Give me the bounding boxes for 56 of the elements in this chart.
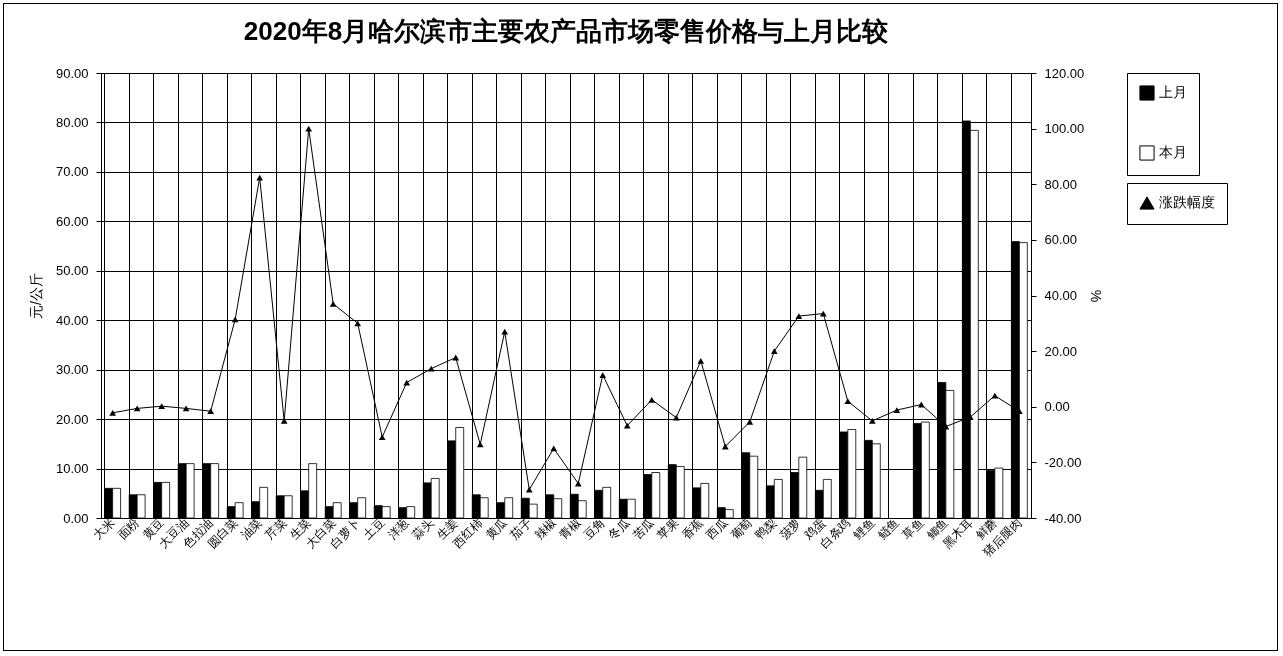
point — [844, 398, 852, 405]
point — [770, 348, 778, 355]
point — [207, 408, 215, 415]
x-tick-label: 面粉 — [115, 515, 143, 543]
point — [868, 418, 876, 424]
point — [329, 300, 337, 307]
y-axis-title: 元/公斤 — [27, 273, 44, 319]
y2-tick-label: 20.00 — [1044, 343, 1078, 359]
legend-label: 本月 — [1159, 144, 1187, 160]
point — [697, 357, 705, 364]
legend-label: 涨跌幅度 — [1159, 194, 1215, 210]
point — [623, 422, 631, 429]
x-tick-label: 黄瓜 — [482, 515, 510, 543]
point — [280, 418, 288, 424]
point — [476, 441, 484, 448]
x-tick-label: 大米 — [90, 515, 118, 543]
point — [648, 396, 656, 403]
point — [672, 414, 680, 421]
x-tick-label: 蒜头 — [409, 515, 437, 543]
x-tick-label: 草鱼 — [899, 515, 927, 543]
point — [427, 365, 435, 372]
y-tick-label: 70.00 — [55, 164, 89, 180]
point — [354, 320, 362, 327]
point — [599, 372, 607, 378]
y-tick-label: 90.00 — [55, 65, 89, 81]
y2-tick-label: 100.00 — [1044, 121, 1085, 137]
x-tick-label: 芹菜 — [262, 515, 290, 543]
chart-title: 2020年8月哈尔滨市主要农产品市场零售价格与上月比较 — [243, 16, 890, 46]
point — [893, 407, 901, 413]
point — [746, 418, 754, 425]
y2-axis-title: % — [1088, 289, 1105, 303]
y2-tick-label: -40.00 — [1044, 510, 1082, 526]
y-tick-label: 60.00 — [55, 213, 89, 229]
y2-tick-label: 60.00 — [1044, 232, 1078, 248]
y-tick-label: 40.00 — [55, 312, 89, 328]
y-tick-label: 80.00 — [55, 114, 89, 130]
y2-tick-label: 120.00 — [1044, 65, 1085, 81]
y2-tick-label: 40.00 — [1044, 288, 1078, 303]
y-tick-label: 10.00 — [55, 461, 89, 477]
y-tick-label: 30.00 — [55, 362, 89, 378]
y-tick-label: 0.00 — [63, 510, 89, 526]
y2-tick-label: 80.00 — [1044, 176, 1078, 192]
point — [378, 434, 386, 440]
point — [109, 409, 116, 416]
x-tick-label: 鲤鱼 — [850, 515, 878, 543]
point — [501, 328, 509, 335]
point — [525, 486, 533, 493]
y-tick-label: 20.00 — [55, 411, 89, 427]
y-tick-label: 50.00 — [55, 263, 89, 279]
y2-tick-label: -20.00 — [1044, 454, 1082, 470]
y2-tick-label: 0.00 — [1044, 399, 1070, 415]
point — [795, 313, 803, 319]
legend-label: 上月 — [1159, 84, 1187, 100]
point — [305, 125, 313, 132]
point — [991, 392, 999, 399]
point — [158, 403, 166, 410]
